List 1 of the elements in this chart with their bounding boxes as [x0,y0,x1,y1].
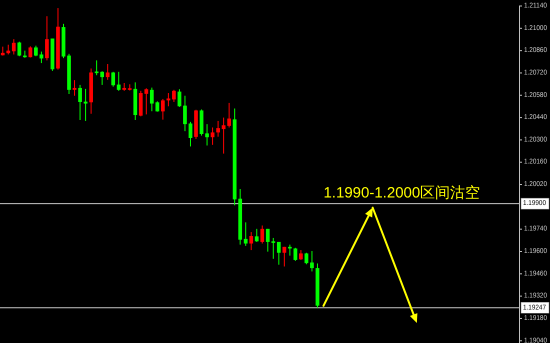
annotation: 1.1990-1.2000区间沽空 [323,184,480,202]
